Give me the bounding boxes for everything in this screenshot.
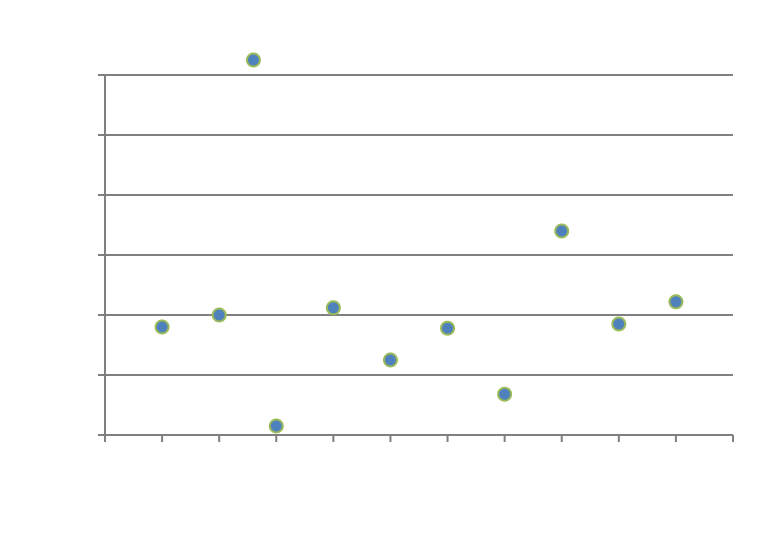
data-point — [327, 301, 340, 314]
data-point — [498, 388, 511, 401]
data-point — [555, 225, 568, 238]
data-point — [213, 309, 226, 322]
data-point — [612, 318, 625, 331]
chart-svg — [0, 0, 770, 536]
data-point — [156, 321, 169, 334]
data-point — [270, 420, 283, 433]
scatter-chart — [0, 0, 770, 536]
data-point — [669, 295, 682, 308]
data-point — [247, 54, 260, 67]
data-point — [441, 322, 454, 335]
data-point — [384, 354, 397, 367]
